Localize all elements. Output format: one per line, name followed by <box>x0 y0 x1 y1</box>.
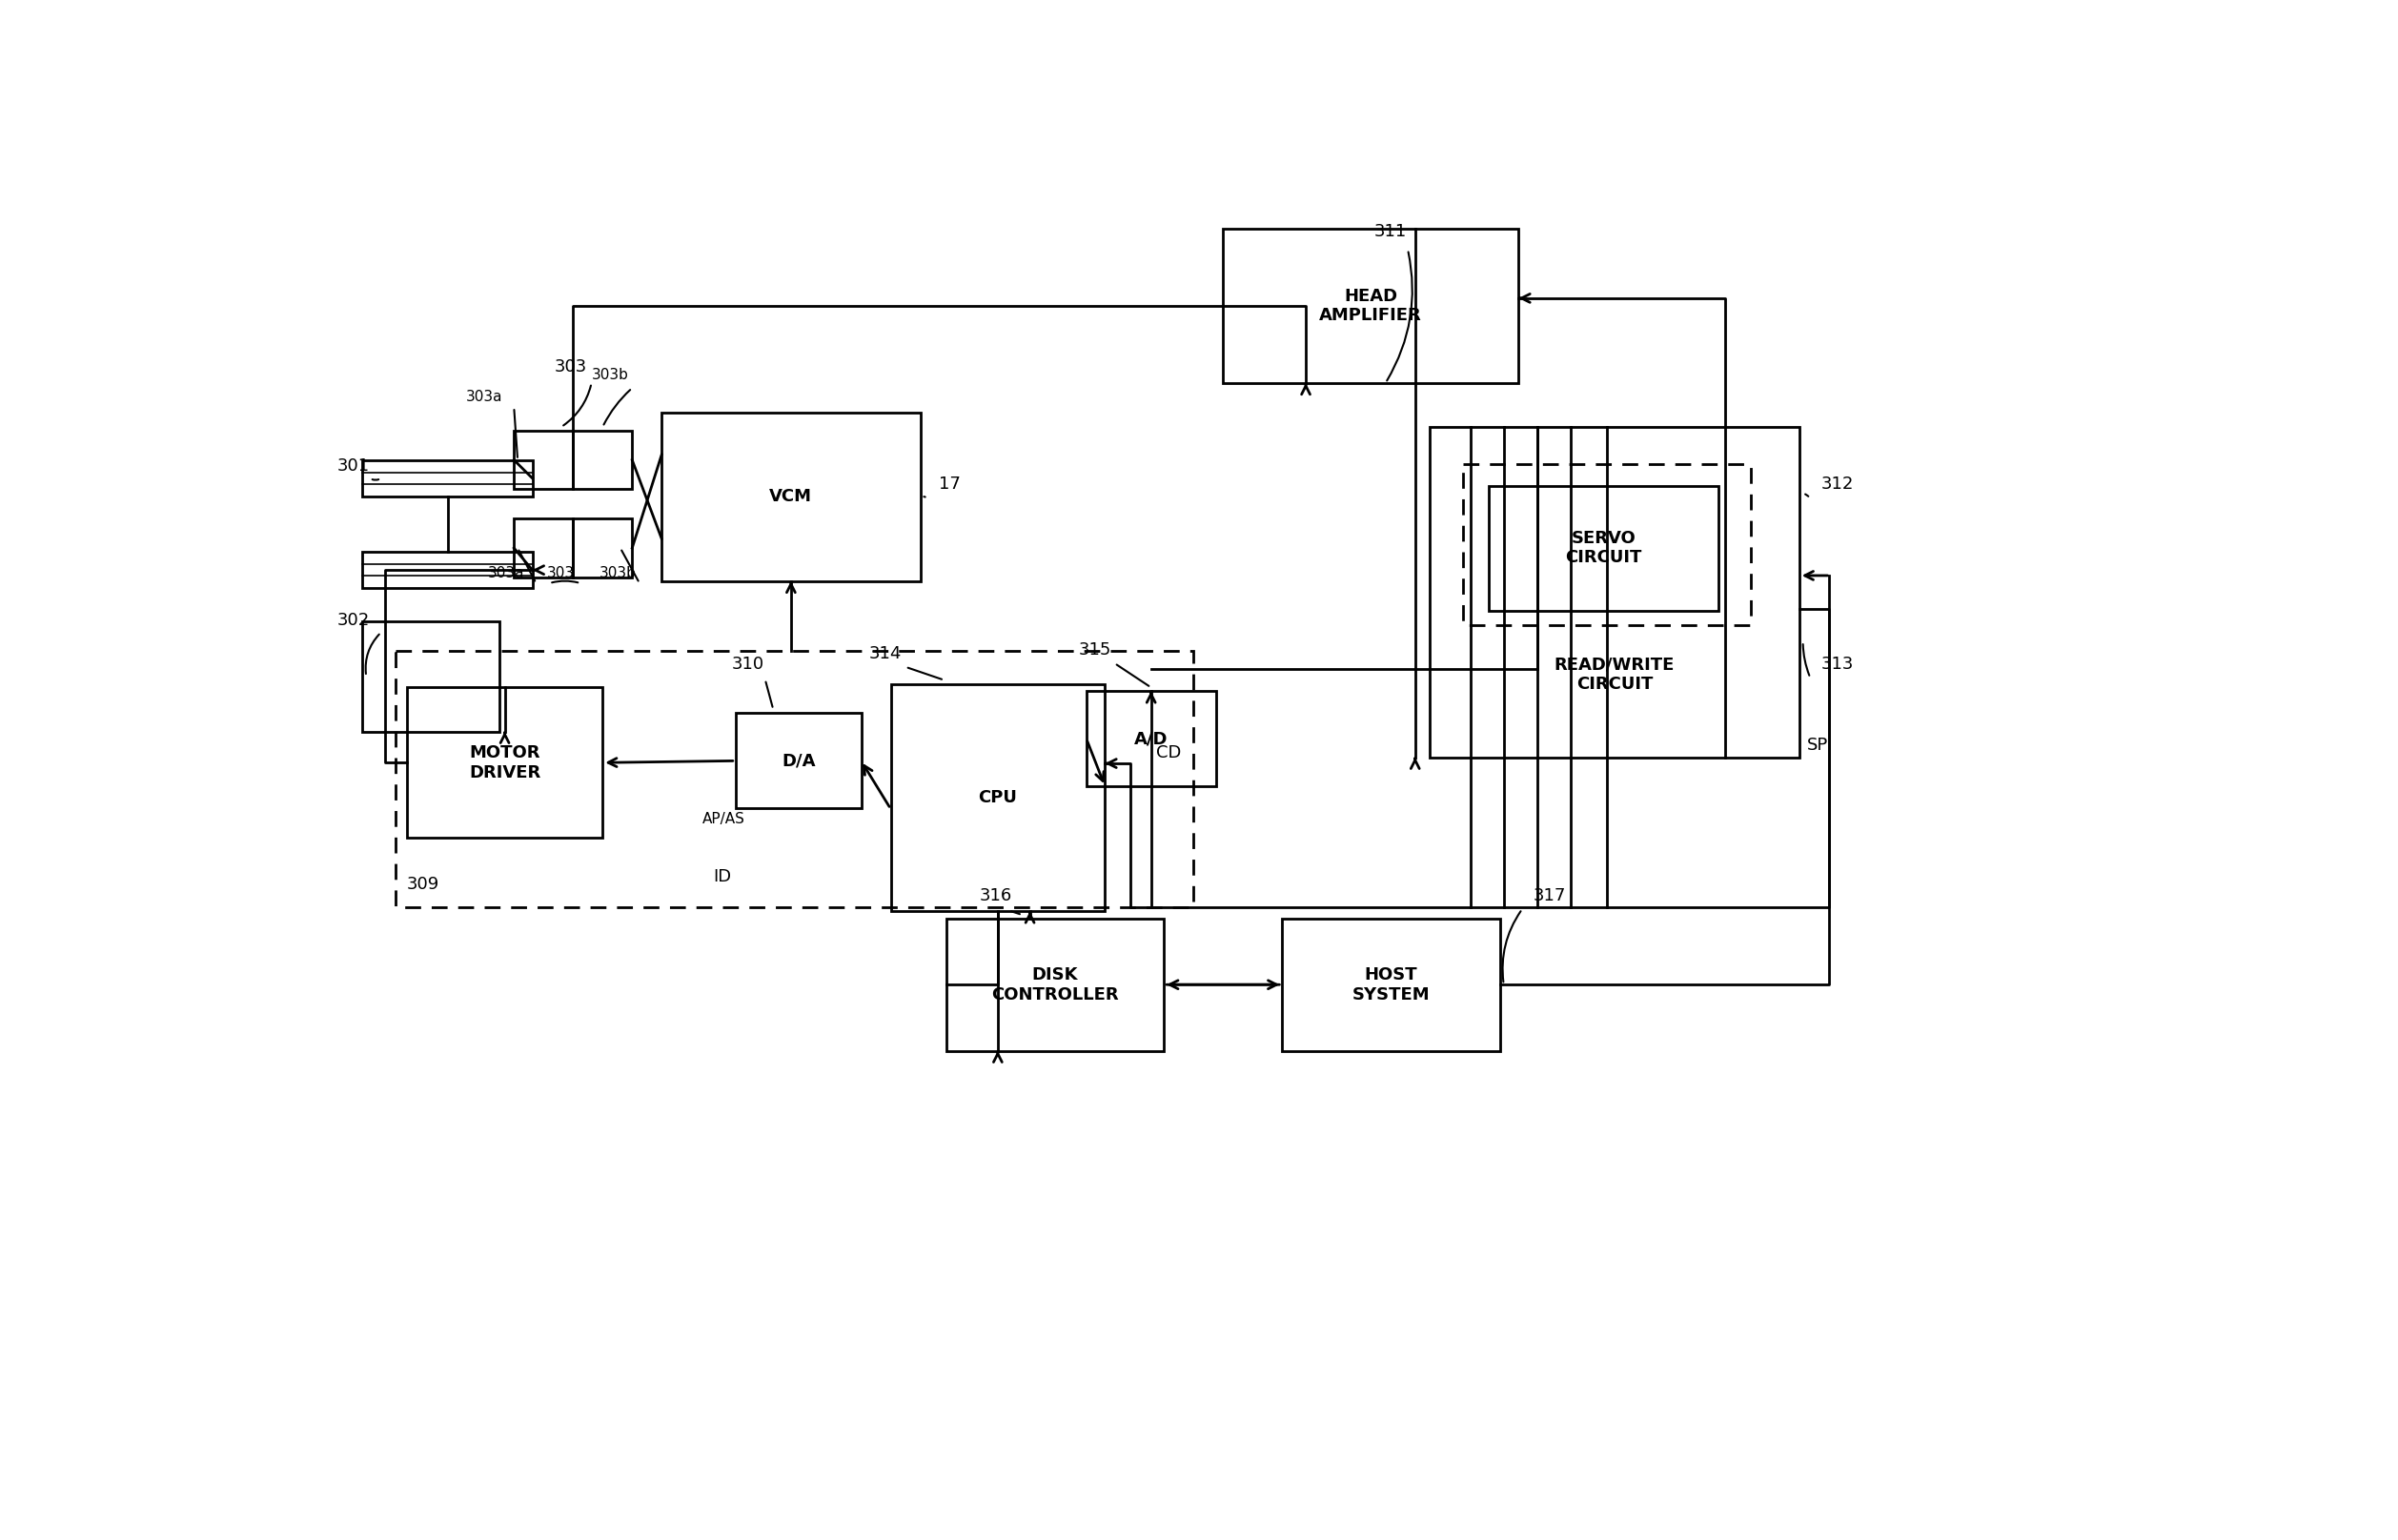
Bar <box>573 431 633 490</box>
Bar <box>1489 485 1717 610</box>
Text: AP/AS: AP/AS <box>703 812 746 825</box>
Text: 309: 309 <box>408 876 439 893</box>
Text: HEAD
AMPLIFIER: HEAD AMPLIFIER <box>1319 288 1422 325</box>
Bar <box>408 687 602 838</box>
Bar <box>947 918 1163 1050</box>
FancyArrowPatch shape <box>909 668 942 679</box>
Text: CD: CD <box>1156 744 1182 761</box>
Bar <box>1283 918 1501 1050</box>
Text: 311: 311 <box>1374 223 1408 240</box>
Text: 317: 317 <box>1532 887 1566 904</box>
FancyArrowPatch shape <box>564 385 590 425</box>
Bar <box>362 622 499 731</box>
Text: 314: 314 <box>868 645 902 662</box>
FancyArrowPatch shape <box>1386 253 1412 380</box>
Text: 17: 17 <box>938 476 962 493</box>
Bar <box>736 713 861 808</box>
FancyArrowPatch shape <box>364 634 379 675</box>
Bar <box>396 651 1194 907</box>
FancyArrowPatch shape <box>518 550 535 581</box>
Bar <box>662 413 921 581</box>
Text: SP: SP <box>1806 736 1827 753</box>
Text: 303: 303 <box>554 359 588 376</box>
Bar <box>1429 427 1798 758</box>
Text: 313: 313 <box>1822 656 1854 673</box>
Text: MOTOR
DRIVER: MOTOR DRIVER <box>470 744 540 781</box>
Text: 303b: 303b <box>600 565 635 581</box>
Text: A/D: A/D <box>1134 730 1168 747</box>
Text: DISK
CONTROLLER: DISK CONTROLLER <box>990 966 1120 1003</box>
Text: 303b: 303b <box>592 368 628 382</box>
Text: 316: 316 <box>978 887 1012 904</box>
FancyArrowPatch shape <box>1504 912 1520 983</box>
Text: CPU: CPU <box>978 788 1017 805</box>
Text: ID: ID <box>712 869 731 885</box>
FancyArrowPatch shape <box>1806 494 1808 496</box>
FancyArrowPatch shape <box>765 682 772 707</box>
Bar <box>1086 691 1216 787</box>
Bar <box>362 460 532 497</box>
FancyArrowPatch shape <box>552 581 578 582</box>
Text: SERVO
CIRCUIT: SERVO CIRCUIT <box>1566 530 1643 567</box>
FancyArrowPatch shape <box>1012 912 1019 915</box>
FancyArrowPatch shape <box>604 390 631 425</box>
Bar <box>1223 229 1518 383</box>
Text: 302: 302 <box>336 611 369 628</box>
Bar <box>513 519 573 578</box>
Text: D/A: D/A <box>782 752 815 770</box>
FancyArrowPatch shape <box>1803 644 1810 676</box>
Text: 315: 315 <box>1079 641 1113 658</box>
Text: 303: 303 <box>547 565 576 581</box>
Bar <box>513 431 573 490</box>
FancyArrowPatch shape <box>621 550 638 581</box>
Text: 310: 310 <box>731 656 765 673</box>
Text: 303a: 303a <box>489 565 525 581</box>
Bar <box>573 519 633 578</box>
Bar <box>890 684 1105 912</box>
FancyArrowPatch shape <box>513 410 518 457</box>
Bar <box>1463 464 1751 625</box>
Text: 312: 312 <box>1822 476 1854 493</box>
FancyArrowPatch shape <box>1117 665 1149 685</box>
Text: 303a: 303a <box>465 390 504 403</box>
Text: 301: 301 <box>336 457 369 474</box>
Text: HOST
SYSTEM: HOST SYSTEM <box>1352 966 1429 1003</box>
Text: READ/WRITE
CIRCUIT: READ/WRITE CIRCUIT <box>1554 656 1674 693</box>
Bar <box>362 551 532 588</box>
Text: VCM: VCM <box>770 488 813 505</box>
